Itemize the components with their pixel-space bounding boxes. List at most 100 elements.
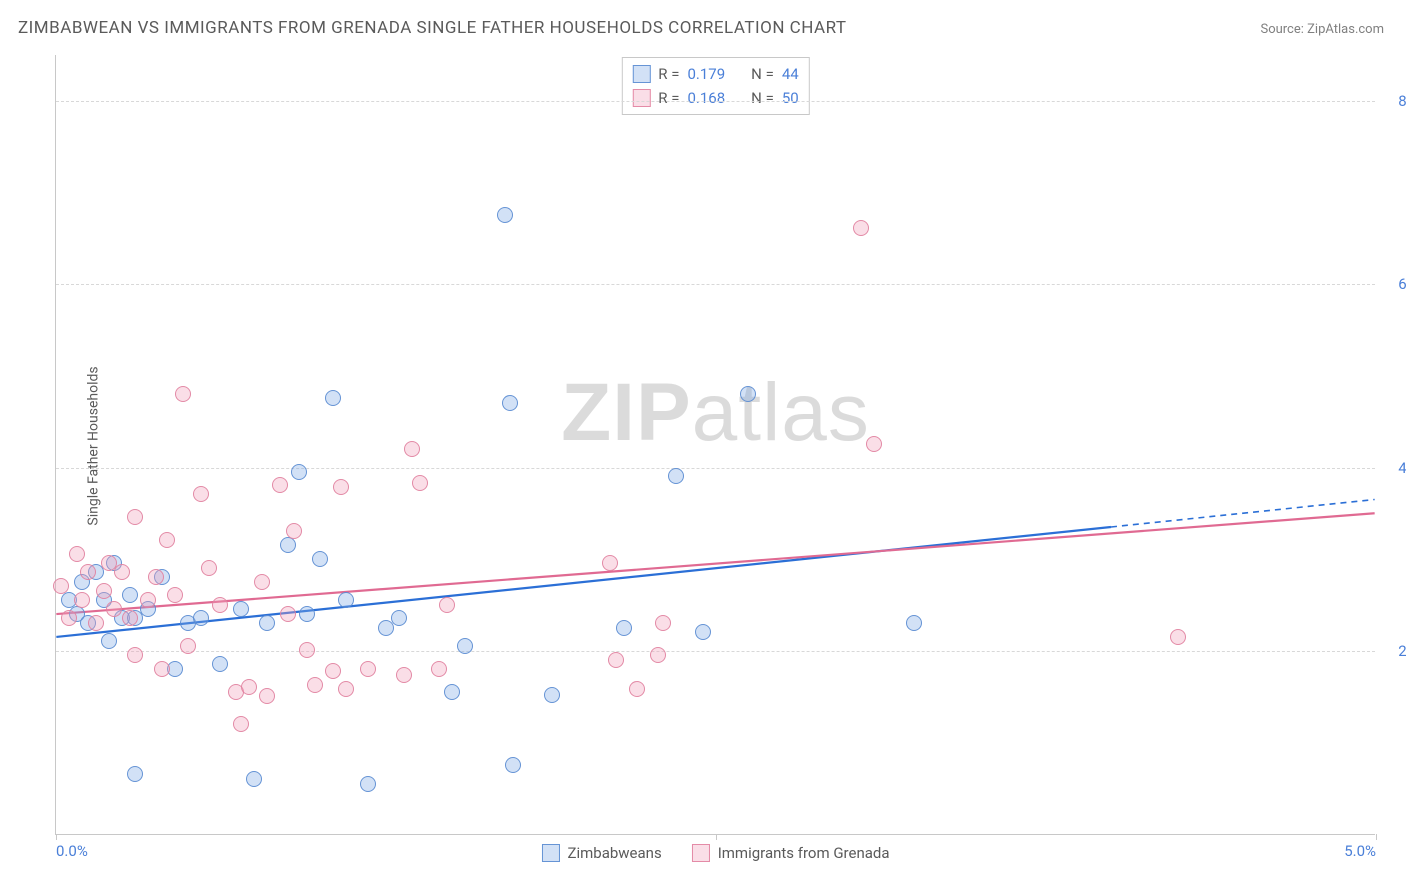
data-point-a [497,207,513,223]
data-point-a [502,395,518,411]
data-point-b [333,479,349,495]
data-point-b [629,681,645,697]
data-point-a [280,537,296,553]
x-tick-label: 5.0% [1344,842,1376,860]
data-point-a [259,615,275,631]
data-point-b [175,386,191,402]
data-point-b [404,441,420,457]
x-tick-label: 0.0% [56,842,88,860]
gridline-h [56,651,1375,652]
r-value-b: 0.168 [687,86,725,110]
data-point-b [140,592,156,608]
chart-title: ZIMBABWEAN VS IMMIGRANTS FROM GRENADA SI… [18,18,847,38]
data-point-b [114,564,130,580]
data-point-a [127,766,143,782]
data-point-b [241,679,257,695]
data-point-b [180,638,196,654]
stats-row-b: R =0.168N =50 [632,86,798,110]
gridline-h [56,468,1375,469]
swatch-a [632,65,650,83]
data-point-a [695,624,711,640]
data-point-b [167,587,183,603]
data-point-b [148,569,164,585]
data-point-b [866,436,882,452]
data-point-a [505,757,521,773]
data-point-a [544,687,560,703]
data-point-b [53,578,69,594]
data-point-b [61,610,77,626]
data-point-b [307,677,323,693]
data-point-b [106,601,122,617]
data-point-b [80,564,96,580]
trendlines-layer [56,55,1375,834]
data-point-a [444,684,460,700]
data-point-b [193,486,209,502]
data-point-a [616,620,632,636]
data-point-b [212,597,228,613]
data-point-b [154,661,170,677]
data-point-a [391,610,407,626]
scatter-plot-area: ZIPatlas R =0.179N =44R =0.168N =50 Zimb… [55,55,1375,835]
y-tick-label: 4.0% [1382,459,1406,477]
r-value-a: 0.179 [687,62,725,86]
gridline-h [56,101,1375,102]
data-point-b [201,560,217,576]
stats-legend: R =0.179N =44R =0.168N =50 [621,57,809,115]
data-point-b [655,615,671,631]
data-point-b [127,509,143,525]
series-legend: Zimbabweans Immigrants from Grenada [541,844,889,862]
n-label: N = [751,86,774,110]
data-point-b [96,583,112,599]
data-point-a [193,610,209,626]
x-tick-mark [716,834,717,840]
stats-row-a: R =0.179N =44 [632,62,798,86]
data-point-a [740,386,756,402]
data-point-a [291,464,307,480]
data-point-b [254,574,270,590]
data-point-b [74,592,90,608]
data-point-b [69,546,85,562]
data-point-a [457,638,473,654]
data-point-b [127,647,143,663]
data-point-b [853,220,869,236]
data-point-b [650,647,666,663]
data-point-b [233,716,249,732]
data-point-a [312,551,328,567]
data-point-b [88,615,104,631]
data-point-b [608,652,624,668]
data-point-a [212,656,228,672]
data-point-b [412,475,428,491]
data-point-b [602,555,618,571]
data-point-a [906,615,922,631]
swatch-b [632,89,650,107]
data-point-b [259,688,275,704]
data-point-b [272,477,288,493]
y-tick-label: 6.0% [1382,275,1406,293]
data-point-a [246,771,262,787]
source-attribution: Source: ZipAtlas.com [1260,22,1384,37]
data-point-a [233,601,249,617]
swatch-a [541,844,559,862]
data-point-a [325,390,341,406]
legend-label-b: Immigrants from Grenada [718,844,890,862]
data-point-b [286,523,302,539]
n-value-b: 50 [782,86,799,110]
data-point-b [299,642,315,658]
gridline-h [56,284,1375,285]
y-tick-label: 2.0% [1382,642,1406,660]
n-value-a: 44 [782,62,799,86]
data-point-b [159,532,175,548]
x-tick-mark [1376,834,1377,840]
data-point-b [396,667,412,683]
trendline-a [56,527,1111,637]
data-point-b [280,606,296,622]
data-point-b [360,661,376,677]
legend-label-a: Zimbabweans [567,844,661,862]
r-label: R = [658,62,679,86]
data-point-a [299,606,315,622]
swatch-b [692,844,710,862]
data-point-b [338,681,354,697]
legend-item-a: Zimbabweans [541,844,661,862]
legend-item-b: Immigrants from Grenada [692,844,890,862]
data-point-b [1170,629,1186,645]
